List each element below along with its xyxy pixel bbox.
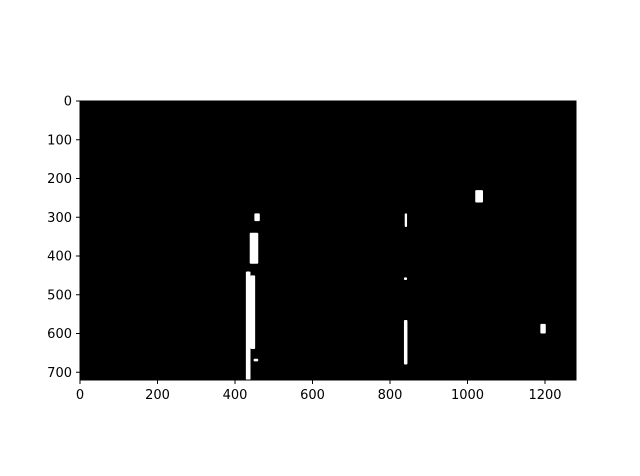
y-tick-label: 200 bbox=[47, 172, 72, 187]
mask-image bbox=[79, 100, 577, 381]
image-background bbox=[80, 101, 576, 380]
y-tick-label: 700 bbox=[47, 366, 72, 381]
x-tick-label: 0 bbox=[76, 388, 84, 403]
mask-blob bbox=[403, 319, 408, 365]
mask-blob bbox=[403, 277, 408, 281]
x-tick-label: 1000 bbox=[451, 388, 484, 403]
axes-frame bbox=[79, 100, 577, 381]
y-tick-label: 300 bbox=[47, 211, 72, 226]
y-axis: 0 100 200 300 400 500 600 700 bbox=[47, 95, 80, 381]
mask-blob bbox=[253, 358, 259, 362]
x-tick-label: 600 bbox=[300, 388, 325, 403]
mask-blob bbox=[250, 275, 256, 349]
y-tick-label: 400 bbox=[47, 250, 72, 265]
mask-blob bbox=[540, 323, 546, 334]
x-tick-label: 800 bbox=[378, 388, 403, 403]
x-tick-label: 200 bbox=[145, 388, 170, 403]
y-tick-label: 600 bbox=[47, 327, 72, 342]
mask-blob bbox=[249, 232, 259, 264]
x-axis: 0 200 400 600 800 1000 1200 bbox=[76, 380, 562, 403]
mask-blob bbox=[254, 213, 260, 222]
mask-blob bbox=[404, 213, 408, 227]
x-tick-label: 400 bbox=[223, 388, 248, 403]
mask-blob bbox=[245, 271, 251, 380]
x-tick-label: 1200 bbox=[528, 388, 561, 403]
y-tick-label: 500 bbox=[47, 288, 72, 303]
y-tick-label: 0 bbox=[64, 95, 72, 110]
y-tick-label: 100 bbox=[47, 133, 72, 148]
mask-blob bbox=[475, 190, 483, 203]
